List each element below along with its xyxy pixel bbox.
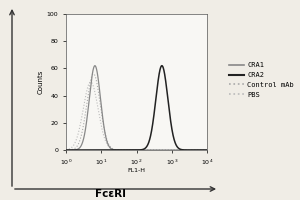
X-axis label: FL1-H: FL1-H — [128, 168, 146, 173]
Y-axis label: Counts: Counts — [38, 70, 44, 94]
Text: FcεRI: FcεRI — [95, 189, 127, 199]
Legend: CRA1, CRA2, Control mAb, PBS: CRA1, CRA2, Control mAb, PBS — [226, 59, 296, 101]
